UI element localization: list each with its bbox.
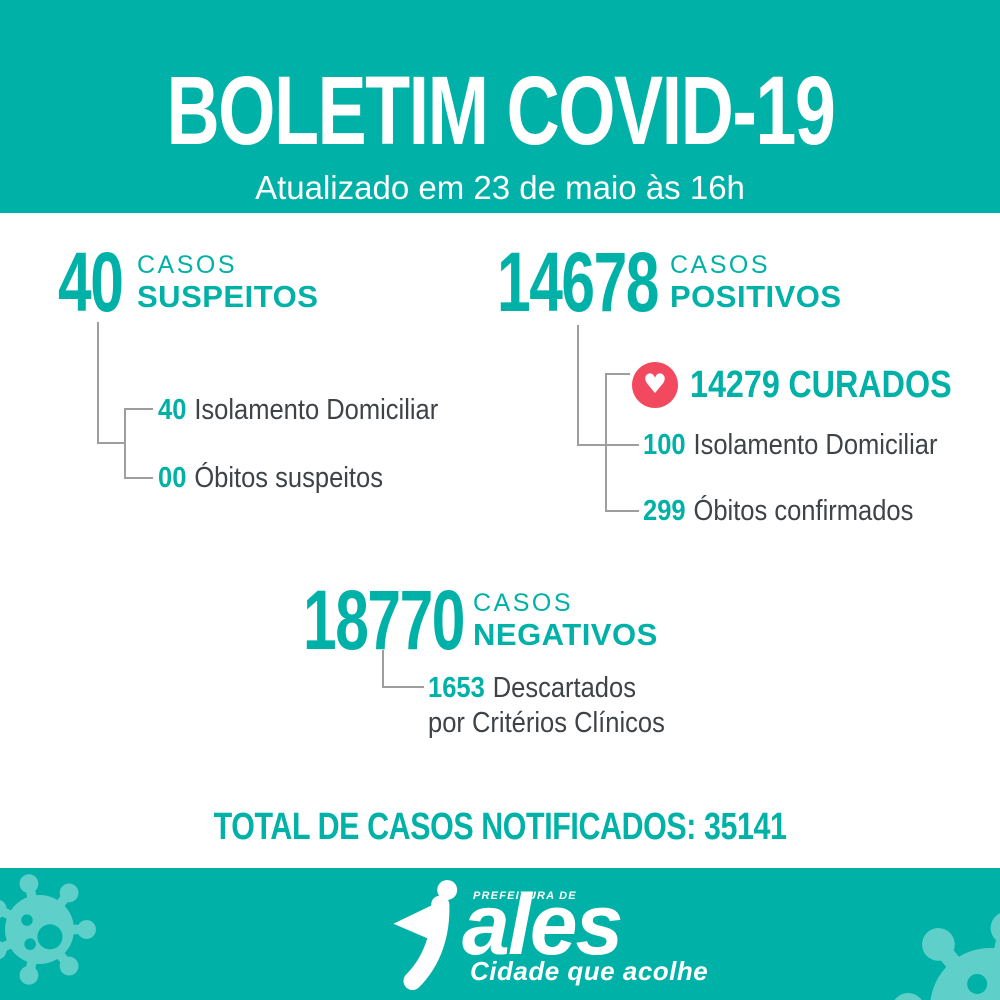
positivos-tree-tick-1 (605, 373, 630, 375)
page-subtitle-text: Atualizado em 23 de maio às 16h (255, 169, 745, 206)
negativos-category-label: CASOS (473, 589, 574, 617)
suspeitos-category-label: CASOS (137, 251, 238, 279)
suspeitos-tree-stem (97, 322, 99, 443)
page-title-text: BOLETIM COVID-19 (166, 56, 835, 165)
positivos-count: 14678 (497, 235, 659, 329)
page-title: BOLETIM COVID-19 (0, 60, 1000, 162)
suspeitos-obitos-row: 00 Óbitos suspeitos (158, 460, 383, 496)
suspeitos-obitos-label: Óbitos suspeitos (194, 462, 383, 494)
positivos-tree-joint (577, 444, 607, 446)
suspeitos-count: 40 (58, 235, 124, 329)
negativos-tree-stem (382, 650, 384, 688)
suspeitos-isolamento-row: 40 Isolamento Domiciliar (158, 392, 438, 428)
total-value: 35141 (703, 806, 787, 848)
page-subtitle: Atualizado em 23 de maio às 16h (0, 169, 1000, 207)
curados-row: 14279 CURADOS (690, 362, 952, 408)
jales-logo-j-mark (393, 879, 458, 991)
positivos-obitos-label: Óbitos confirmados (693, 495, 914, 527)
suspeitos-tree-tick-1 (124, 408, 153, 410)
curados-heart-badge: ♥ (632, 362, 678, 408)
total-notificados: TOTAL DE CASOS NOTIFICADOS: 35141 (0, 806, 1000, 849)
virus-icon (0, 872, 97, 987)
positivos-obitos-row: 299 Óbitos confirmados (643, 493, 913, 529)
suspeitos-type-label: SUSPEITOS (137, 279, 319, 314)
suspeitos-obitos-value: 00 (158, 462, 187, 494)
logo-city-name: ales (462, 877, 623, 973)
negativos-descartados-label: Descartados (492, 672, 636, 704)
heart-icon: ♥ (642, 368, 668, 400)
negativos-descartados-label2: por Critérios Clínicos (428, 707, 665, 739)
negativos-descartados-row: 1653 Descartados (428, 670, 636, 706)
negativos-count: 18770 (303, 573, 465, 667)
positivos-category-label: CASOS (670, 251, 771, 279)
curados-value: 14279 (690, 364, 780, 406)
positivos-isolamento-value: 100 (643, 429, 686, 461)
footer-band: PREFEITURA DE ales Cidade que acolhe (0, 868, 1000, 1000)
positivos-tree-branch (605, 373, 607, 512)
positivos-isolamento-row: 100 Isolamento Domiciliar (643, 427, 937, 463)
negativos-descartados-row-line2: por Critérios Clínicos (428, 705, 665, 741)
negativos-tree-tick (382, 686, 424, 688)
positivos-obitos-value: 299 (643, 495, 686, 527)
total-label: TOTAL DE CASOS NOTIFICADOS: (213, 806, 697, 848)
negativos-descartados-value: 1653 (428, 672, 485, 704)
suspeitos-isolamento-label: Isolamento Domiciliar (194, 394, 439, 426)
positivos-tree-tick-2 (605, 444, 639, 446)
suspeitos-tree-joint (97, 442, 126, 444)
virus-icon (890, 908, 1000, 1000)
logo-tagline: Cidade que acolhe (470, 956, 709, 986)
positivos-tree-tick-3 (605, 510, 639, 512)
suspeitos-isolamento-value: 40 (158, 394, 187, 426)
curados-label: CURADOS (788, 364, 952, 406)
positivos-tree-stem (577, 325, 579, 446)
positivos-type-label: POSITIVOS (670, 279, 842, 314)
positivos-isolamento-label: Isolamento Domiciliar (693, 429, 938, 461)
suspeitos-tree-branch (124, 408, 126, 479)
suspeitos-tree-tick-2 (124, 477, 153, 479)
header-band: BOLETIM COVID-19 Atualizado em 23 de mai… (0, 0, 1000, 213)
logo-org-text: PREFEITURA DE (473, 890, 577, 902)
negativos-type-label: NEGATIVOS (473, 617, 658, 652)
